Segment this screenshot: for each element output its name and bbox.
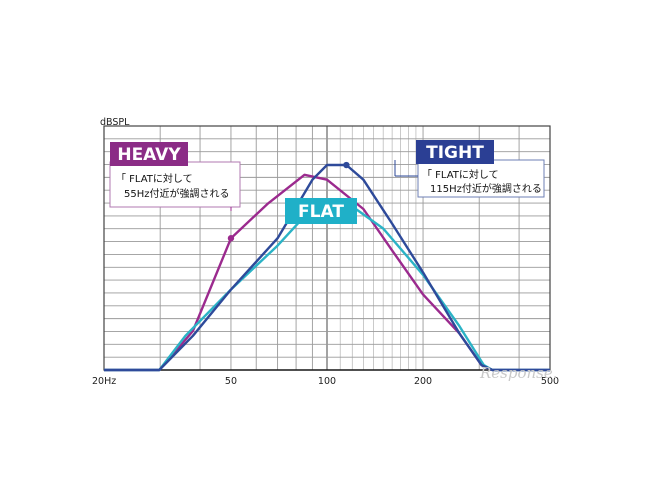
flat-tag — [285, 198, 357, 224]
marker-tight — [343, 161, 350, 169]
heavy-annotation: HEAVY 「 FLATに対して 55Hz付近が強調される — [109, 142, 241, 211]
tight-annotation: TIGHT 「 FLATに対して 115Hz付近が強調される — [394, 140, 545, 198]
heavy-tag — [110, 142, 188, 166]
tight-note-line-2: 115Hz付近が強調される — [430, 182, 542, 195]
tight-tag-label: TIGHT — [426, 143, 484, 163]
heavy-note-line-2: 55Hz付近が強調される — [124, 187, 230, 200]
series-markers — [227, 161, 350, 242]
tight-note-line-1: 「 FLATに対して — [422, 168, 499, 181]
watermark: Response. — [479, 364, 558, 382]
x-tick-label: 500 — [541, 376, 559, 387]
tight-callout-box — [417, 159, 545, 198]
x-tick-label: 100 — [318, 376, 336, 387]
x-tick-labels: 20Hz 50 100 200 500 — [92, 376, 559, 387]
x-tick-label: 200 — [414, 376, 432, 387]
x-tick-label: 50 — [225, 376, 237, 387]
heavy-tag-label: HEAVY — [117, 145, 181, 165]
tight-tag — [416, 140, 494, 164]
heavy-note-line-1: 「 FLATに対して — [116, 172, 193, 185]
x-tick-label: 20Hz — [92, 376, 116, 387]
flat-tag-label: FLAT — [298, 202, 344, 222]
flat-annotation: FLAT — [285, 198, 357, 224]
marker-heavy — [227, 235, 235, 242]
plot-frame — [103, 125, 551, 371]
y-axis-label: dBSPL — [100, 117, 130, 128]
